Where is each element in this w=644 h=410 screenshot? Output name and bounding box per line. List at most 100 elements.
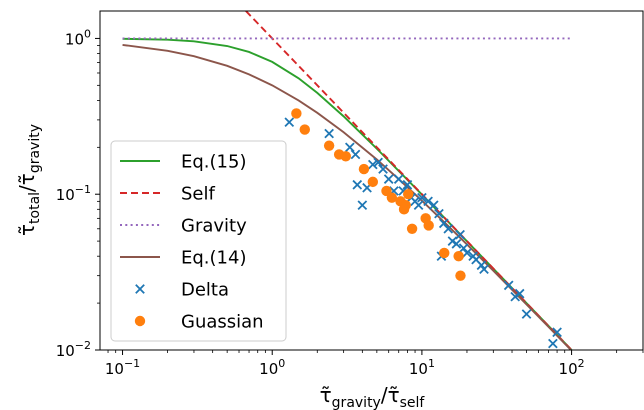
x-axis-label-sub1: gravity [332,395,381,410]
data-point-stroke [284,117,295,128]
data-point-delta [479,264,489,275]
data-point-delta [521,309,532,319]
data-point-delta [373,157,383,168]
data-point-stroke [402,179,413,190]
data-point-delta [503,280,514,291]
data-point-delta [423,196,433,207]
x-axis-label-sep: /τ̃ [381,383,400,407]
data-point-stroke [443,223,454,234]
data-point-stroke [350,149,361,160]
data-point-stroke [417,192,427,203]
data-point-delta [393,174,404,184]
data-point-stroke [423,196,433,207]
data-point-guassian [358,163,370,175]
data-point-delta [455,229,465,240]
x-tick-label: 101 [409,357,435,378]
data-point-stroke [521,309,532,319]
data-point-delta [383,174,394,184]
data-point-stroke [476,260,487,271]
data-point-delta [417,192,427,203]
data-point-stroke [378,164,388,174]
data-point-delta [458,243,469,254]
data-point-stroke [373,157,383,168]
x-axis-label-main: τ̃ [320,383,332,407]
data-point-delta [462,248,472,258]
data-point-delta [402,179,413,190]
data-point-delta [552,327,562,338]
y-axis-label-sub1: total [27,192,43,224]
y-tick-label: 10−1 [56,183,91,204]
legend: Eq.(15) Self Gravity Eq.(14) Delta Guassian [110,140,287,342]
data-point-guassian [291,108,302,119]
data-point-stroke [514,288,525,299]
data-point-stroke [552,327,562,338]
data-point-stroke [548,338,558,349]
y-axis-label: τ̃total/τ̃gravity [15,124,43,236]
data-point-stroke [510,291,521,302]
data-point-stroke [434,208,444,219]
data-point-stroke [451,239,462,249]
data-point-guassian [398,204,410,215]
data-point-delta [428,200,439,211]
data-point-stroke [471,254,481,265]
data-point-guassian [455,270,466,281]
legend-label-delta: Delta [181,280,229,301]
data-point-guassian [323,140,335,151]
data-point-delta [510,291,521,302]
legend-swatch-stroke [135,284,145,294]
legend-label-guassian: Guassian [181,312,264,333]
legend-label-eq-15: Eq.(15) [181,152,246,173]
data-point-stroke [383,174,394,184]
data-point-guassian [423,220,434,231]
data-point-stroke [503,280,514,291]
data-point-stroke [352,179,363,190]
series-layer [122,11,573,350]
series-line-eq-14 [122,43,573,350]
legend-label-self: Self [181,184,216,205]
data-point-guassian [406,223,418,234]
y-tick-label: 10−2 [56,339,91,360]
data-point-delta [378,164,388,174]
data-point-stroke [393,174,404,184]
legend-swatch-delta [135,284,145,294]
legend-swatch-guassian [134,315,146,327]
data-point-guassian [453,251,464,262]
plot-frame [99,10,644,351]
data-point-delta [413,200,424,211]
data-point-delta [367,159,378,170]
data-point-delta [284,117,295,128]
x-tick-label: 10−1 [105,357,140,378]
y-axis-label-main: τ̃ [15,224,39,236]
data-point-stroke [462,248,472,258]
y-axis-label-sub2: gravity [27,124,43,173]
legend-box [110,140,287,342]
data-point-delta [548,338,558,349]
data-point-stroke [324,128,334,139]
y-tick-label: 100 [65,27,91,48]
data-point-stroke [438,218,449,229]
y-axis-label-sep: /τ̃ [15,173,39,192]
x-tick-label: 102 [559,357,585,378]
data-point-stroke [398,186,409,196]
data-point-delta [350,149,361,160]
data-point-delta [357,200,368,211]
data-point-delta [514,288,525,299]
data-point-stroke [455,229,465,240]
data-point-stroke [367,159,378,170]
data-point-guassian [386,192,398,203]
data-point-stroke [413,200,424,211]
series-line-self [245,11,573,350]
x-axis-label: τ̃gravity/τ̃self [320,383,426,410]
data-point-delta [344,142,355,153]
data-point-stroke [357,200,368,211]
x-tick-label: 100 [259,357,285,378]
data-point-delta [324,128,334,139]
data-point-stroke [458,243,469,254]
x-axis-label-sub2: self [400,395,426,410]
data-point-guassian [367,176,379,188]
data-point-guassian [439,247,450,259]
data-point-guassian [299,124,310,135]
legend-label-eq-14: Eq.(14) [181,248,246,269]
data-point-guassian [403,189,414,200]
